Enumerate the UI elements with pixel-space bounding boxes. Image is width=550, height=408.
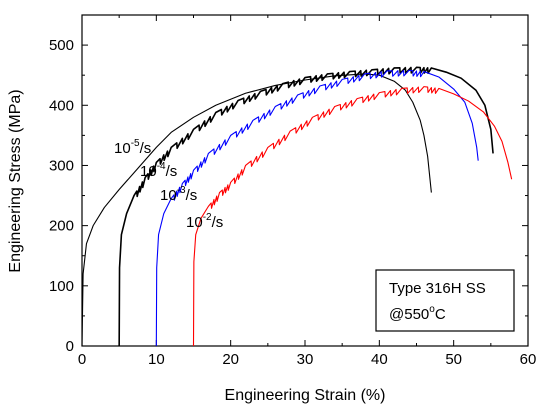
annotation-temperature: @550oC — [389, 304, 446, 323]
x-tick-label: 0 — [78, 351, 86, 368]
x-tick-label: 60 — [520, 351, 537, 368]
annotation-material: Type 316H SS — [389, 280, 486, 297]
series-curves — [81, 66, 513, 347]
series-label-1e-3: 10-3/s — [160, 185, 197, 204]
x-tick-label: 30 — [297, 351, 314, 368]
x-axis-ticks: 0 10 20 30 40 50 60 — [78, 15, 537, 368]
annotation-box — [375, 269, 515, 332]
series-label-1e-5: 10-5/s — [114, 138, 151, 157]
x-tick-label: 10 — [148, 351, 165, 368]
x-tick-label: 50 — [445, 351, 462, 368]
series-label-1e-4: 10-4/s — [140, 161, 177, 180]
y-tick-label: 0 — [66, 338, 74, 355]
y-tick-label: 200 — [49, 218, 74, 235]
y-tick-label: 300 — [49, 157, 74, 174]
y-axis-ticks: 0 100 200 300 400 500 — [49, 37, 528, 355]
y-tick-label: 500 — [49, 37, 74, 54]
series-curve-neg2 — [192, 86, 513, 347]
y-axis-title: Engineering Stress (MPa) — [7, 89, 24, 272]
y-tick-label: 100 — [49, 278, 74, 295]
x-tick-label: 20 — [222, 351, 239, 368]
y-tick-label: 400 — [49, 97, 74, 114]
series-curve-neg3 — [155, 69, 479, 347]
x-tick-label: 40 — [371, 351, 388, 368]
series-curve-neg4 — [118, 66, 494, 347]
x-axis-title: Engineering Strain (%) — [225, 387, 386, 404]
series-label-1e-2: 10-2/s — [186, 212, 223, 231]
series-curve-neg5 — [81, 73, 432, 347]
